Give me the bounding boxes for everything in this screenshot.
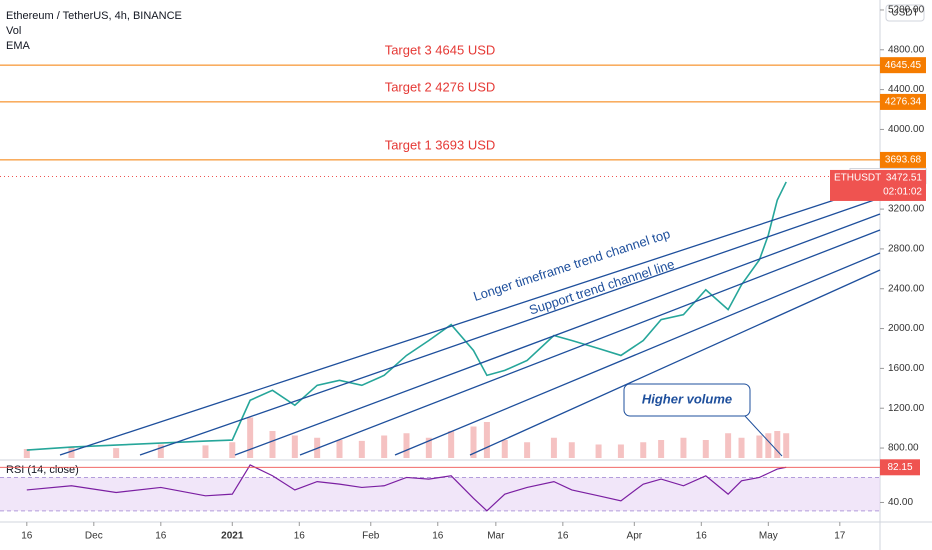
volume-bar xyxy=(756,435,763,458)
volume-bar xyxy=(658,440,665,458)
x-tick-label: Apr xyxy=(627,531,643,542)
volume-bar xyxy=(113,448,120,458)
volume-bar xyxy=(358,440,365,458)
rsi-tick-label: 40.00 xyxy=(888,497,913,508)
volume-bar xyxy=(765,433,772,458)
x-tick-label: 16 xyxy=(696,531,708,542)
annotation: Higher volume xyxy=(642,391,732,406)
callout-box xyxy=(623,383,751,417)
price-tag xyxy=(880,151,926,168)
price-tag xyxy=(880,93,926,110)
channel-line xyxy=(394,252,881,456)
y-tick-label: 2800.00 xyxy=(888,244,925,255)
target-label: Target 3 4645 USD xyxy=(385,43,496,58)
price-tag-label: 4276.34 xyxy=(885,97,922,108)
x-tick-label: 16 xyxy=(432,531,444,542)
y-tick-label: 1600.00 xyxy=(888,363,925,374)
channel-line xyxy=(469,269,881,456)
volume-bar xyxy=(550,437,557,458)
volume-bar xyxy=(568,442,575,458)
channel-line xyxy=(59,184,881,456)
volume-bar xyxy=(202,445,209,458)
x-tick-label: May xyxy=(759,531,778,542)
x-tick-label: 16 xyxy=(21,531,33,542)
last-name: ETHUSDT xyxy=(834,173,881,184)
x-tick-label: Dec xyxy=(85,531,103,542)
volume-bar xyxy=(269,431,276,458)
volume-bar xyxy=(229,442,236,458)
x-tick-label: 16 xyxy=(155,531,167,542)
y-tick-label: 4800.00 xyxy=(888,44,925,55)
volume-bar xyxy=(157,444,164,458)
indicator-label: Vol xyxy=(6,25,21,37)
volume-bar xyxy=(617,444,624,458)
y-tick-label: 2000.00 xyxy=(888,323,925,334)
volume-bar xyxy=(23,449,30,458)
volume-bar xyxy=(403,433,410,458)
volume-bar xyxy=(425,437,432,458)
volume-bar xyxy=(783,433,790,458)
channel-lines xyxy=(59,184,881,456)
volume-bar xyxy=(640,442,647,458)
rsi-tag xyxy=(880,459,920,476)
volume-bar xyxy=(68,446,75,458)
y-tick-label: 5200.00 xyxy=(888,5,925,16)
y-tick-label: 2400.00 xyxy=(888,283,925,294)
volume-bar xyxy=(702,440,709,458)
y-tick-label: 4000.00 xyxy=(888,124,925,135)
callout-pointer xyxy=(744,415,783,457)
rsi-tag-label: 82.15 xyxy=(887,462,912,473)
price-tag-label: 3693.68 xyxy=(885,155,922,166)
x-tick-label: 16 xyxy=(557,531,569,542)
rsi-band xyxy=(0,477,880,511)
volume-bar xyxy=(483,422,490,458)
volume-bar xyxy=(336,440,343,458)
volume-bar xyxy=(595,444,602,458)
x-tick-label: 17 xyxy=(834,531,846,542)
channel-line xyxy=(299,229,881,456)
last-tag xyxy=(830,169,926,201)
price-tag xyxy=(880,57,926,74)
y-tick-label: 1200.00 xyxy=(888,403,925,414)
rsi-title: RSI (14, close) xyxy=(6,464,79,476)
volume-bar xyxy=(501,440,508,458)
currency: USDT xyxy=(891,8,918,19)
channel-line xyxy=(234,213,881,456)
x-tick-label: Mar xyxy=(487,531,505,542)
currency-box xyxy=(885,4,925,22)
volume-bar xyxy=(524,442,531,458)
volume-bar xyxy=(381,435,388,458)
volume-bar xyxy=(774,431,781,458)
rsi-line xyxy=(26,464,787,512)
x-tick-label: Feb xyxy=(362,531,380,542)
last-value: 3472.51 xyxy=(886,173,923,184)
target-label: Target 2 4276 USD xyxy=(385,79,496,94)
x-tick-label: 16 xyxy=(294,531,306,542)
volume-bar xyxy=(680,437,687,458)
y-tick-label: 4400.00 xyxy=(888,84,925,95)
y-tick-label: 3200.00 xyxy=(888,204,925,215)
channel-line xyxy=(139,197,881,456)
indicator-label: EMA xyxy=(6,40,31,52)
volume-bar xyxy=(448,431,455,458)
target-label: Target 1 3693 USD xyxy=(385,137,496,152)
volume-bar xyxy=(291,435,298,458)
chart-title: Ethereum / TetherUS, 4h, BINANCE xyxy=(6,10,182,22)
x-tick-label: 2021 xyxy=(221,531,244,542)
volume-bar xyxy=(247,417,254,458)
price-tag-label: 4645.45 xyxy=(885,60,922,71)
volume-bar xyxy=(725,433,732,458)
y-tick-label: 800.00 xyxy=(888,443,919,454)
volume-bar xyxy=(470,426,477,458)
volume-bar xyxy=(738,437,745,458)
countdown: 02:01:02 xyxy=(883,187,922,198)
